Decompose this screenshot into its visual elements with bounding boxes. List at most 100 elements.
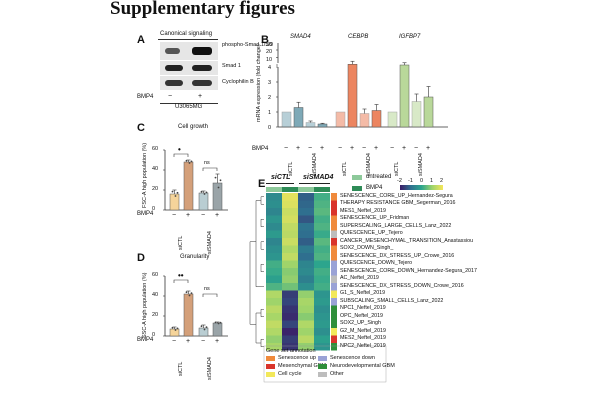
data-point	[217, 322, 220, 325]
annotation-label: Senescence up	[278, 355, 316, 361]
b-sign: +	[350, 145, 355, 152]
row-annotation-cell	[331, 245, 337, 253]
col-group-rule	[299, 183, 330, 184]
heatmap-cell	[314, 230, 330, 238]
row-annotation-cell	[331, 290, 337, 298]
data-point	[219, 179, 222, 182]
heatmap-row-label: MES1_Neftel_2019	[340, 207, 386, 214]
heatmap-row-label: SENESCENCE_DX_STRESS_UP_Crowe_2016	[340, 252, 455, 259]
gene-label-smad4: SMAD4	[290, 34, 311, 40]
b-sign: +	[426, 145, 431, 152]
b-sign: −	[284, 145, 289, 152]
heatmap-cell	[282, 245, 298, 253]
heatmap-cell	[298, 320, 314, 328]
heatmap-cell	[298, 343, 314, 351]
annotation-swatch	[318, 364, 327, 369]
annotation-label: Cell cycle	[278, 371, 302, 377]
annotation-swatch	[266, 364, 275, 369]
y-tick-label: 60	[152, 272, 159, 278]
heatmap-row-label: SOX2_UP_Singh	[340, 320, 381, 326]
heatmap-cell	[282, 305, 298, 313]
group-label: siCTL	[178, 361, 184, 376]
panel-b-label: B	[261, 34, 269, 46]
heatmap-cell	[266, 298, 282, 306]
heatmap-cell	[266, 268, 282, 276]
band-label-smad1: Smad 1	[222, 63, 241, 69]
group-label: siSMAD4	[207, 357, 213, 380]
data-point	[217, 186, 220, 189]
heatmap-cell	[298, 275, 314, 283]
legend-swatch-untreated	[352, 175, 362, 180]
sign: +	[186, 212, 191, 219]
colorbar-tick: 1	[430, 178, 434, 184]
heatmap-row-label: AC_Neftel_2019	[340, 275, 379, 281]
page-title: Supplementary figures	[110, 0, 295, 19]
heatmap-cell	[266, 223, 282, 231]
gene-label-igfbp7: IGFBP7	[399, 34, 421, 40]
heatmap-cell	[266, 290, 282, 298]
sign: +	[215, 212, 220, 219]
annotation-label: Neurodevelopmental GBM	[330, 363, 395, 369]
dendrogram-branch	[260, 309, 264, 317]
row-annotation-cell	[331, 253, 337, 261]
heatmap-cell	[266, 193, 282, 201]
data-point	[185, 159, 188, 162]
sign: −	[172, 338, 177, 345]
sig-bracket	[173, 153, 189, 157]
column-condition-bar	[298, 187, 314, 192]
heatmap-row-label: G2_M_Neftel_2019	[340, 327, 386, 334]
row-annotation-cell	[331, 193, 337, 201]
b-sign: −	[414, 145, 419, 152]
panel-a-treatment: BMP4	[137, 94, 154, 100]
heatmap-cell	[314, 238, 330, 246]
heatmap-cell	[266, 275, 282, 283]
heatmap-cell	[314, 208, 330, 216]
data-point	[188, 294, 191, 297]
col-group-rule	[266, 183, 294, 184]
b-sign: −	[338, 145, 343, 152]
heatmap-cell	[314, 253, 330, 261]
heatmap-cell	[298, 283, 314, 291]
heatmap-cell	[314, 335, 330, 343]
heatmap-cell	[266, 208, 282, 216]
b-bar	[335, 111, 346, 128]
dendrogram-branch	[260, 219, 264, 227]
heatmap-cell	[266, 320, 282, 328]
heatmap-row-label: OPC_Neftel_2019	[340, 312, 383, 319]
heatmap-row-label: SENESCENCE_UP_Fridman	[340, 215, 410, 221]
sig-marker: ns	[204, 160, 210, 166]
heatmap-row-label: SENESCENCE_CORE_DOWN_Hernandez-Segura_20…	[340, 267, 477, 274]
heatmap-cell	[282, 320, 298, 328]
data-point	[214, 176, 217, 179]
heatmap-cell	[282, 290, 298, 298]
colorbar-tick: -1	[408, 178, 413, 184]
data-point	[214, 321, 217, 324]
dendrogram-branch	[260, 241, 264, 250]
heatmap-cell	[282, 328, 298, 336]
heatmap-cell	[298, 245, 314, 253]
group-label: siSMAD4	[207, 231, 213, 254]
row-annotation-cell	[331, 283, 337, 291]
heatmap-cell	[298, 305, 314, 313]
b-tick: 2	[268, 95, 272, 101]
row-annotation-cell	[331, 328, 337, 336]
heatmap-cell	[314, 260, 330, 268]
heatmap-cell	[282, 208, 298, 216]
row-annotation-cell	[331, 275, 337, 283]
heatmap-cell	[298, 290, 314, 298]
sig-bracket	[173, 279, 189, 283]
annotation-label: Senescence down	[330, 355, 375, 361]
column-condition-bar	[282, 187, 298, 192]
panel-a-title: Canonical signaling	[160, 31, 213, 37]
annotation-swatch	[318, 372, 327, 377]
panel-b-treatment: BMP4	[252, 146, 269, 152]
y-tick-label: 20	[152, 312, 159, 318]
colorbar-tick: 2	[440, 178, 444, 184]
heatmap-cell	[282, 268, 298, 276]
heatmap-cell	[314, 268, 330, 276]
panel-a-sign-minus: −	[168, 93, 173, 100]
b-tick: 0	[268, 125, 272, 131]
